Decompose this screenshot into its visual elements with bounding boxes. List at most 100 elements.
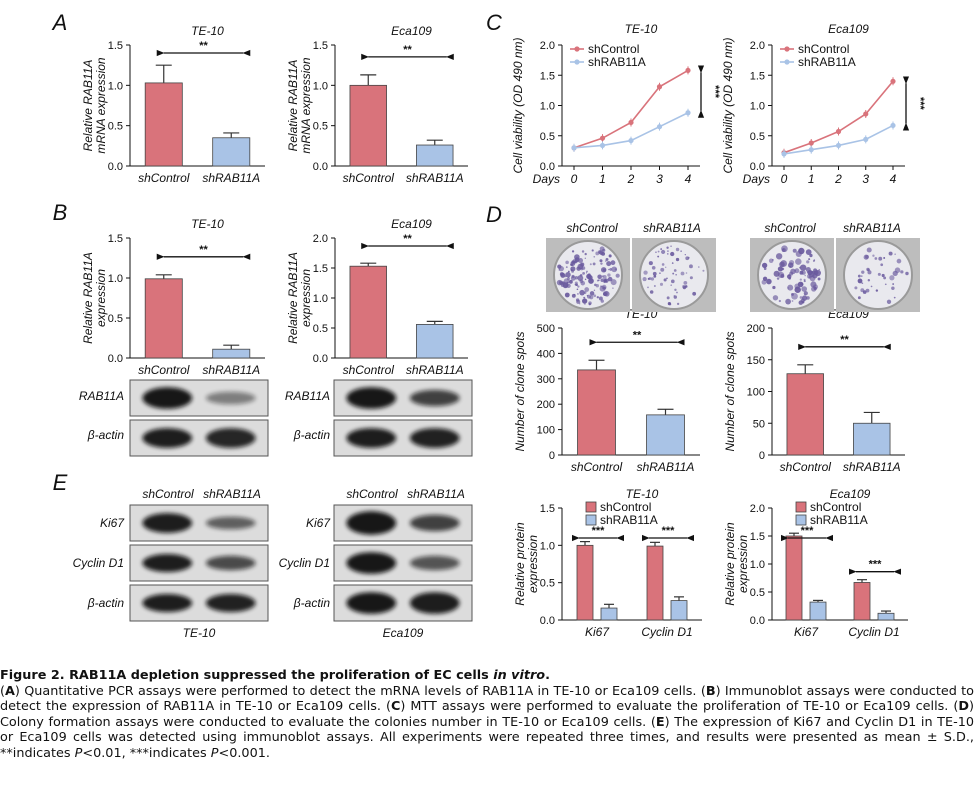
colony xyxy=(652,271,657,276)
legend-label: shRAB11A xyxy=(600,513,658,527)
colony xyxy=(880,263,884,267)
colony xyxy=(589,263,592,266)
legend-swatch xyxy=(795,514,807,526)
blot-band xyxy=(346,592,397,614)
colony xyxy=(593,294,597,298)
significance-label: *** xyxy=(914,97,926,111)
colony xyxy=(781,267,785,271)
colony xyxy=(648,277,652,280)
colony xyxy=(894,253,896,256)
colony xyxy=(584,278,587,281)
colony xyxy=(572,258,579,264)
bar-shcontrol xyxy=(576,544,594,621)
colony xyxy=(799,278,802,281)
data-point xyxy=(808,140,814,146)
legend-label: shRAB11A xyxy=(798,55,856,69)
data-point xyxy=(890,78,896,84)
colony xyxy=(761,262,768,269)
colony xyxy=(571,293,576,298)
colony xyxy=(608,268,610,271)
bar-shrab11a xyxy=(646,414,685,456)
colony xyxy=(647,286,649,289)
colony xyxy=(806,260,810,264)
panel-b-chart-te10: 0.0 0.5 1.0 1.5 TE-10 shControl shRAB11A ** Rela… xyxy=(81,217,265,377)
colony xyxy=(900,270,904,274)
blot-e-eca109-ki67 xyxy=(333,504,473,542)
colony xyxy=(657,255,660,258)
chart-title: TE-10 xyxy=(625,22,658,36)
caption-letter-e: E xyxy=(655,714,665,730)
colony xyxy=(682,284,686,289)
colony xyxy=(814,269,821,277)
colony xyxy=(812,259,815,262)
colony xyxy=(785,298,791,305)
blot-band xyxy=(205,516,256,530)
blot-label-actin: β-actin xyxy=(87,428,125,442)
colony xyxy=(594,283,597,287)
colony xyxy=(689,276,693,280)
colony xyxy=(775,253,783,260)
colony xyxy=(605,257,609,261)
panel-e-chart-eca109: 0.0 0.5 1.0 1.5 2.0 Eca109 Ki67 *** Cyclin D1 ***… xyxy=(723,487,908,639)
colony xyxy=(674,288,677,292)
series-line-shcontrol xyxy=(573,69,689,149)
significance-label: ** xyxy=(403,233,412,245)
blot-header-control: shControl xyxy=(346,487,398,501)
y-tick-label: 1.0 xyxy=(540,540,555,552)
colony xyxy=(577,257,584,264)
legend-swatch xyxy=(585,514,597,526)
legend-label: shControl xyxy=(810,500,861,514)
colony xyxy=(603,279,607,283)
bar-shcontrol xyxy=(144,82,183,167)
colony xyxy=(872,254,875,257)
colony xyxy=(870,285,873,288)
legend-swatch xyxy=(585,501,597,513)
panel-letter-e: E xyxy=(53,470,68,495)
y-tick-label: 150 xyxy=(747,355,765,367)
colony xyxy=(809,275,816,282)
colony xyxy=(689,264,693,269)
colony xyxy=(865,254,869,259)
legend-marker xyxy=(574,59,580,65)
colony xyxy=(653,285,656,288)
x-axis-label: Days xyxy=(743,172,770,186)
colony xyxy=(798,249,801,252)
blot-band xyxy=(142,594,193,612)
colony xyxy=(780,274,785,278)
caption-text-p1: <0.01, ***indicates xyxy=(82,745,211,761)
colony xyxy=(564,292,570,298)
data-point xyxy=(835,142,842,149)
colony xyxy=(597,274,602,280)
colony xyxy=(788,259,795,266)
colony xyxy=(776,277,780,280)
y-axis-label: Relative RAB11A xyxy=(286,60,300,152)
colony xyxy=(818,269,820,271)
colony xyxy=(593,289,596,291)
bar-shrab11a xyxy=(670,600,688,621)
colony xyxy=(570,266,576,272)
colony xyxy=(584,303,586,305)
colony xyxy=(579,289,585,296)
colony xyxy=(857,278,863,284)
significance-label: *** xyxy=(662,525,676,537)
figure-caption: Figure 2. RAB11A depletion suppressed th… xyxy=(0,668,974,762)
colony xyxy=(608,254,612,258)
colony xyxy=(589,295,594,300)
colony xyxy=(570,263,572,266)
bar-shrab11a xyxy=(416,144,454,167)
blot-band xyxy=(346,552,397,574)
y-axis-label: Relative protein xyxy=(723,522,737,606)
caption-title-prefix: Figure 2. RAB11A depletion suppressed th… xyxy=(0,668,494,683)
colony xyxy=(557,264,562,269)
colony xyxy=(791,300,794,302)
y-tick-label: 0 xyxy=(549,450,555,462)
colony xyxy=(792,248,797,253)
colony xyxy=(601,284,607,290)
colony xyxy=(801,283,804,286)
blot-label: β-actin xyxy=(87,596,125,610)
blot-band xyxy=(205,594,256,612)
colony xyxy=(670,245,672,247)
bar-shcontrol xyxy=(853,582,871,621)
